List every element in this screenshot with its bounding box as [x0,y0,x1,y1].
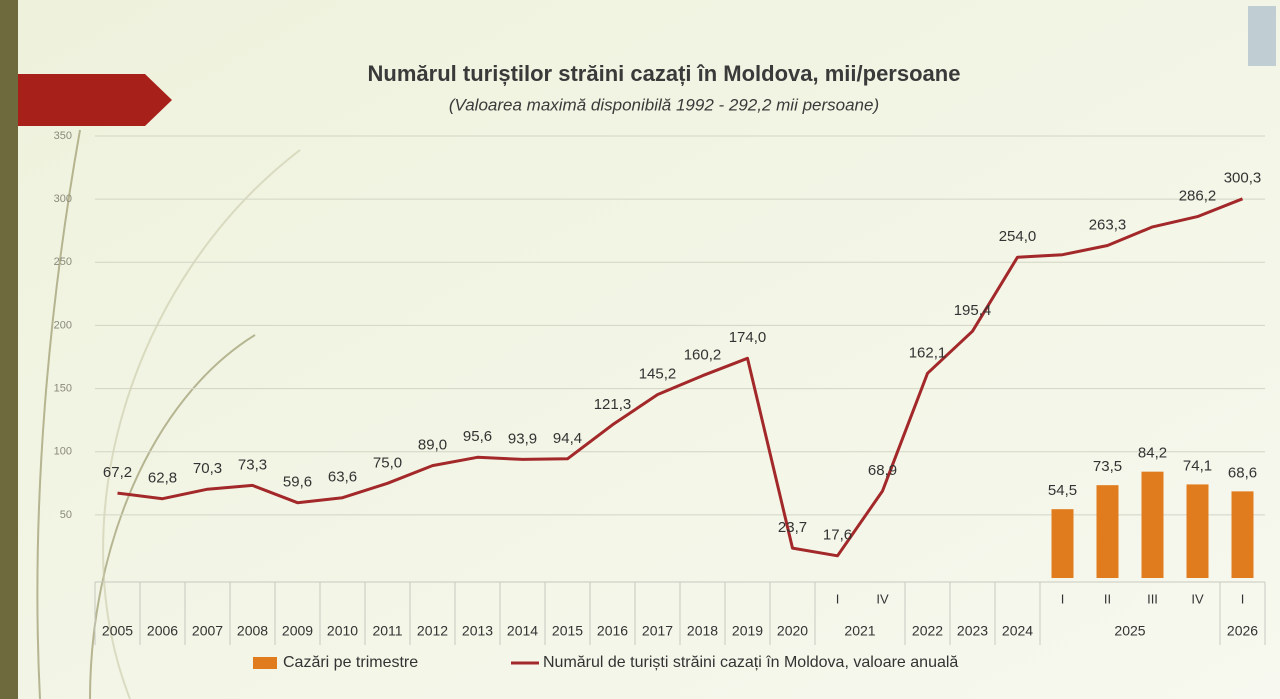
bar-value-label: 54,5 [1048,482,1077,499]
curve-decoration [89,334,256,699]
line-value-label: 95,6 [463,428,492,445]
line-value-label: 70,3 [193,460,222,477]
y-tick-label: 150 [54,382,72,394]
x-tick-label: 2016 [597,623,628,639]
x-tick-label: 2009 [282,623,313,639]
logo [1248,6,1276,66]
x-tick-label: 2013 [462,623,493,639]
x-sub-label: I [1241,591,1245,606]
x-sub-label: IV [1191,591,1204,606]
y-tick-label: 350 [54,130,72,142]
line-value-label: 195,4 [954,302,992,319]
legend-label: Numărul de turiști străini cazați în Mol… [543,654,958,671]
x-tick-label: 2025 [1114,623,1145,639]
curve-decoration [102,149,301,699]
x-tick-label: 2006 [147,623,178,639]
line-value-label: 89,0 [418,437,447,454]
bar-value-label: 74,1 [1183,457,1212,474]
x-tick-label: 2021 [844,623,875,639]
line-value-label: 23,7 [778,519,807,536]
line-value-label: 63,6 [328,469,357,486]
x-tick-label: 2019 [732,623,763,639]
bar [1096,485,1119,578]
bar-value-label: 68,6 [1228,464,1257,481]
x-tick-label: 2024 [1002,623,1033,639]
legend-label: Cazări pe trimestre [283,654,418,671]
x-tick-label: 2012 [417,623,448,639]
line-value-label: 75,0 [373,454,402,471]
line-value-label: 121,3 [594,396,632,413]
x-tick-label: 2005 [102,623,133,639]
line-value-label: 300,3 [1224,170,1262,187]
x-tick-label: 2015 [552,623,583,639]
line-value-label: 145,2 [639,366,677,383]
line-value-label: 263,3 [1089,216,1127,233]
line-value-label: 59,6 [283,474,312,491]
side-stripe [0,0,18,699]
line-value-label: 68,9 [868,462,897,479]
bar [1186,484,1209,578]
x-tick-label: 2008 [237,623,268,639]
x-tick-label: 2010 [327,623,358,639]
x-tick-label: 2023 [957,623,988,639]
y-tick-label: 200 [54,319,72,331]
bar [1051,509,1074,578]
line-value-label: 67,2 [103,464,132,481]
legend-swatch [253,657,277,669]
bar-value-label: 84,2 [1138,445,1167,462]
line-value-label: 73,3 [238,456,267,473]
line-value-label: 174,0 [729,329,767,346]
chart-subtitle: (Valoarea maximă disponibilă 1992 - 292,… [449,95,879,114]
x-tick-label: 2026 [1227,623,1258,639]
x-tick-label: 2018 [687,623,718,639]
x-tick-label: 2020 [777,623,808,639]
y-tick-label: 100 [54,446,72,458]
line-value-label: 94,4 [553,430,582,447]
x-tick-label: 2022 [912,623,943,639]
line-value-label: 162,1 [909,344,947,361]
x-sub-label: I [1061,591,1065,606]
curve-decoration [36,129,81,699]
line-value-label: 93,9 [508,430,537,447]
chart-title: Numărul turiștilor străini cazați în Mol… [368,61,961,86]
bar-value-label: 73,5 [1093,458,1122,475]
y-tick-label: 300 [54,193,72,205]
line-value-label: 160,2 [684,347,722,364]
y-tick-label: 50 [60,509,72,521]
line-value-label: 62,8 [148,470,177,487]
line [117,197,1244,558]
x-sub-label: I [836,591,840,606]
x-tick-label: 2017 [642,623,673,639]
x-sub-label: IV [876,591,889,606]
bar [1141,471,1164,578]
y-tick-label: 250 [54,256,72,268]
bar [1231,491,1254,578]
line-value-label: 286,2 [1179,188,1217,205]
x-tick-label: 2011 [372,623,402,639]
arrow-decoration [18,74,172,126]
line-value-label: 17,6 [823,527,852,544]
x-tick-label: 2014 [507,623,538,639]
line-value-label: 254,0 [999,228,1037,245]
x-sub-label: III [1147,591,1158,606]
x-sub-label: II [1104,591,1111,606]
x-tick-label: 2007 [192,623,223,639]
